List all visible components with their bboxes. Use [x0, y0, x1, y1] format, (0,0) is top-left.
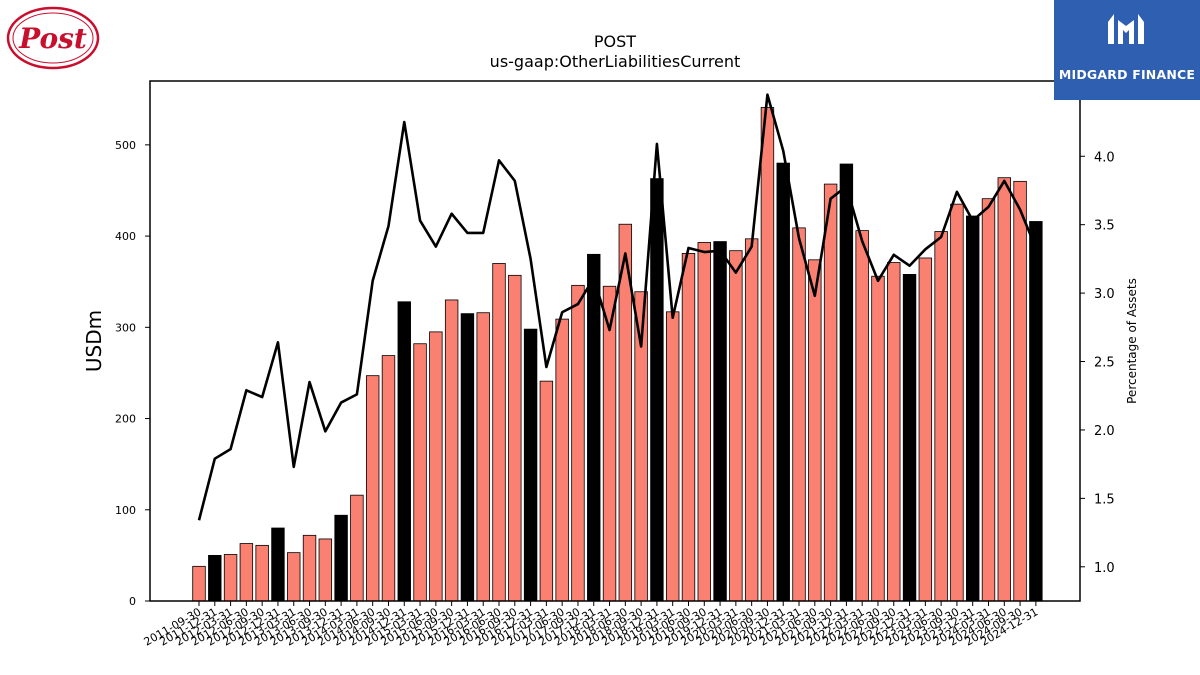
bar-2012-03-31: [223, 554, 238, 602]
y2-tick-label: 4.0: [1094, 150, 1115, 165]
midgard-logo: MIDGARD FINANCE: [1054, 0, 1200, 100]
bar-2020-09-30: [760, 107, 775, 602]
bar-2024-09-30: [1013, 180, 1027, 602]
x-axis: 2011-09-302011-12-312012-03-312012-06-30…: [142, 601, 1040, 649]
post-logo: Post: [6, 6, 100, 70]
bar-2016-06-30: [492, 263, 506, 602]
bar-2011-09-30: [192, 565, 206, 602]
bar-2022-03-31: [855, 230, 869, 602]
chart-subtitle: us-gaap:OtherLiabilitiesCurrent: [489, 52, 741, 71]
bar-2024-03-31: [981, 198, 996, 602]
bar-2021-09-30: [823, 183, 838, 602]
bar-2022-09-30: [887, 262, 901, 602]
bar-2023-06-30: [934, 231, 948, 602]
plot-frame: [149, 80, 1081, 602]
y2-tick-label: 3.0: [1094, 287, 1115, 302]
bar-2021-06-30: [808, 259, 822, 602]
bar-2019-06-30: [681, 253, 696, 602]
bar-2022-12-31: [902, 273, 917, 602]
bar-2020-06-30: [744, 238, 759, 602]
y-tick-label: 200: [115, 413, 136, 426]
y-tick-label: 400: [115, 230, 136, 243]
bar-2012-09-30: [255, 544, 269, 602]
bar-2013-06-30: [302, 534, 317, 602]
post-logo-text: Post: [18, 22, 87, 55]
bar-2019-09-30: [697, 242, 711, 602]
bar-2015-09-30: [444, 299, 459, 602]
y-tick-label: 500: [115, 139, 136, 152]
bar-2024-06-30: [997, 177, 1011, 602]
left-y-axis: 0 100 200 300 400 500: [115, 139, 150, 608]
bar-2016-09-30: [508, 274, 522, 602]
bar-2021-03-31: [792, 227, 806, 602]
y-axis-label: USDm: [82, 310, 106, 372]
bar-2014-12-31: [397, 301, 411, 602]
bar-2023-03-31: [918, 257, 933, 602]
right-y-axis: 1.0 1.5 2.0 2.5 3.0 3.5 4.0: [1080, 150, 1115, 576]
bar-2013-09-30: [318, 538, 333, 602]
bar-2015-03-31: [413, 343, 427, 602]
bar-2016-12-31: [523, 328, 538, 602]
midgard-logo-text: MIDGARD FINANCE: [1058, 67, 1196, 82]
bars-group: [192, 107, 1043, 602]
bar-2013-12-31: [334, 514, 348, 602]
bar-2017-09-30: [571, 284, 585, 602]
bar-2022-06-30: [871, 275, 885, 602]
bar-2012-06-30: [239, 543, 254, 602]
bar-2017-12-31: [587, 253, 601, 602]
y2-tick-label: 2.0: [1094, 424, 1115, 439]
bar-2023-12-31: [966, 215, 980, 602]
chart-title: POST: [593, 32, 637, 51]
bar-2014-09-30: [381, 355, 396, 602]
bar-2011-12-31: [208, 554, 222, 602]
series-line-percentage-of-assets: [197, 93, 1038, 521]
bar-2024-12-31: [1029, 221, 1043, 602]
bar-2020-12-31: [776, 162, 790, 602]
y2-tick-label: 3.5: [1094, 219, 1115, 234]
bar-2019-12-31: [713, 241, 727, 602]
bar-2013-03-31: [287, 552, 301, 602]
y2-tick-label: 1.0: [1094, 561, 1115, 576]
bar-2012-12-31: [271, 527, 285, 602]
midgard-mark-icon: [1108, 14, 1144, 44]
bar-2014-03-31: [350, 494, 364, 602]
y-tick-label: 300: [115, 321, 136, 334]
bar-2014-06-30: [365, 375, 380, 602]
bar-2017-06-30: [555, 318, 569, 602]
y2-tick-label: 1.5: [1094, 492, 1115, 507]
bar-2019-03-31: [666, 311, 680, 602]
bar-2016-03-31: [476, 312, 490, 602]
bar-2020-03-31: [729, 250, 743, 602]
line-group: [197, 93, 1038, 521]
bar-2021-12-31: [839, 163, 854, 602]
bar-2015-06-30: [429, 331, 443, 602]
y-tick-label: 0: [129, 595, 136, 608]
bar-2018-12-31: [650, 178, 664, 602]
bar-2018-03-31: [602, 285, 617, 602]
bar-2023-09-30: [950, 203, 964, 602]
y2-axis-label: Percentage of Assets: [1125, 278, 1139, 404]
y-tick-label: 100: [115, 504, 136, 517]
bar-2017-03-31: [539, 380, 554, 602]
bar-2015-12-31: [460, 313, 475, 602]
y2-tick-label: 2.5: [1094, 356, 1115, 371]
